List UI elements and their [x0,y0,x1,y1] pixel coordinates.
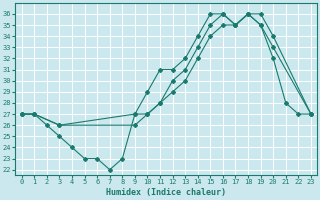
X-axis label: Humidex (Indice chaleur): Humidex (Indice chaleur) [106,188,226,197]
